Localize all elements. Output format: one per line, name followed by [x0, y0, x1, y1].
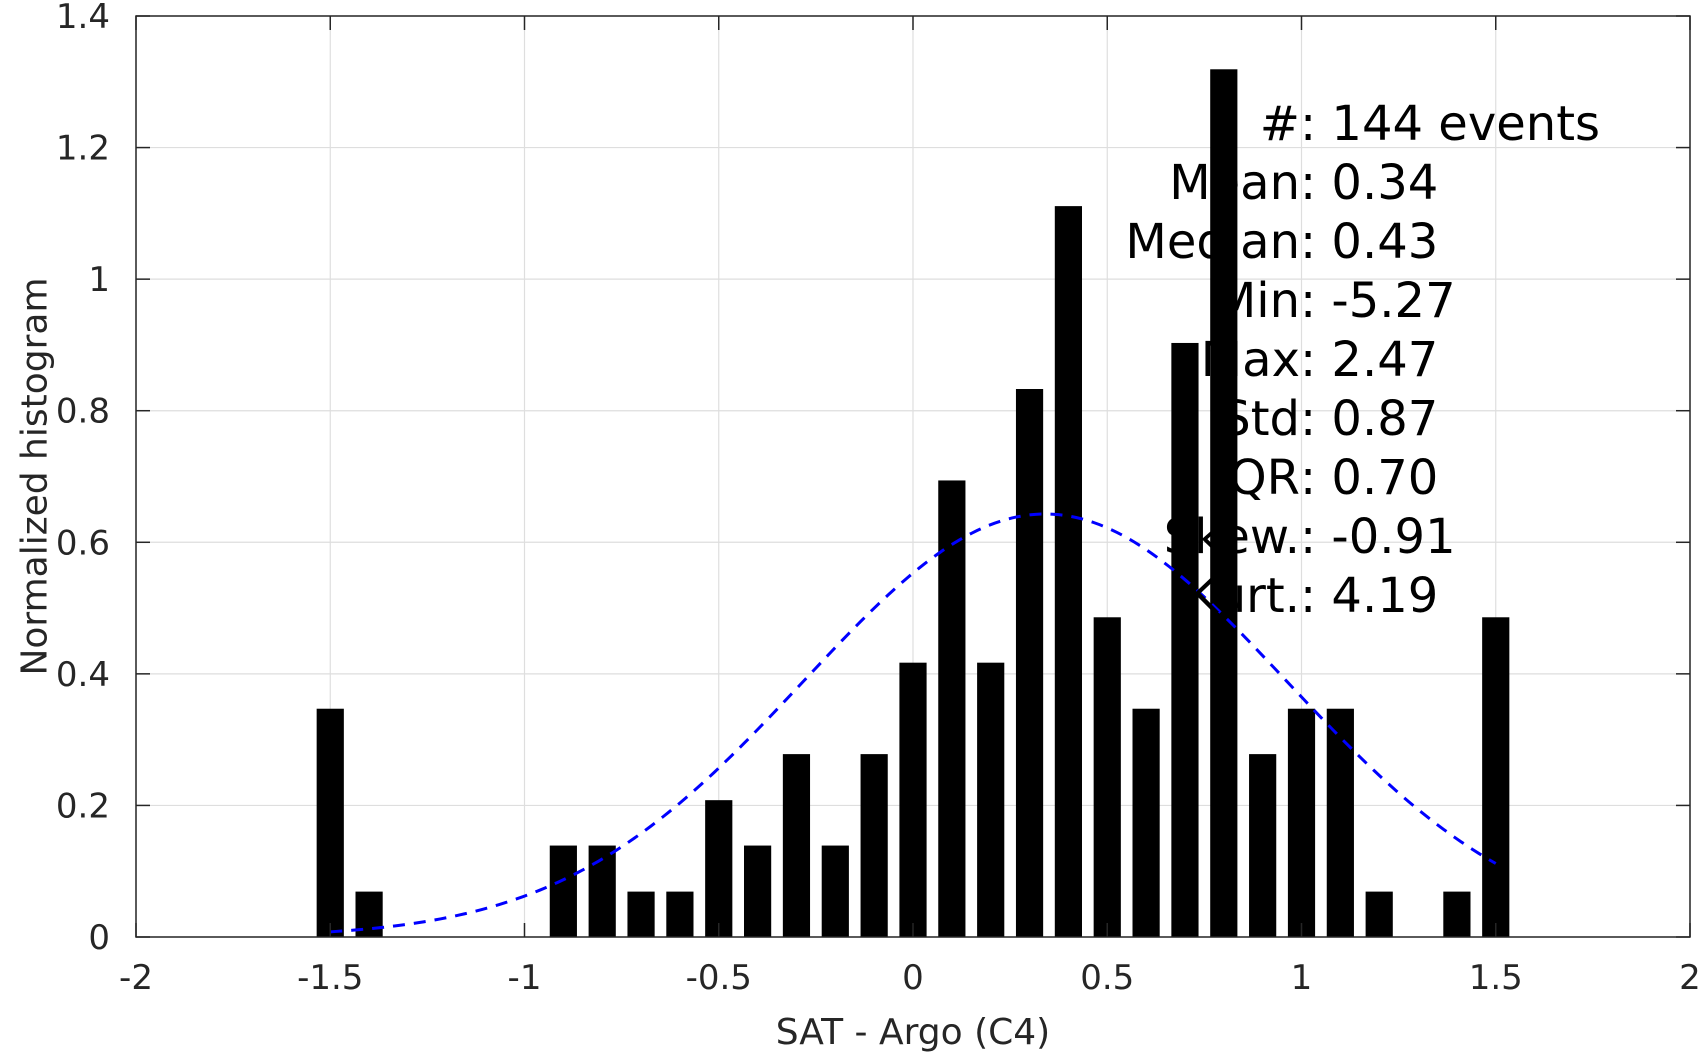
y-tick-label: 0.2	[56, 786, 110, 826]
x-axis-label: SAT - Argo (C4)	[776, 1012, 1050, 1053]
stats-value: : 0.70	[1300, 450, 1438, 506]
stats-label: Median	[1125, 214, 1300, 270]
stats-label: IQR	[1215, 450, 1300, 506]
histogram-bar	[1365, 891, 1393, 937]
histogram-bar	[1287, 708, 1316, 937]
stats-value: : 2.47	[1300, 332, 1438, 388]
y-tick-label: 1.4	[56, 0, 110, 37]
normal-fit-curve	[330, 512, 1497, 934]
histogram-bar	[1210, 69, 1238, 937]
histogram-bar	[1093, 617, 1121, 937]
stats-value: : -0.91	[1300, 509, 1456, 565]
stats-label: Mean	[1169, 155, 1300, 211]
y-tick-label: 0.6	[56, 523, 110, 563]
histogram-bar	[938, 480, 966, 937]
x-tick-label: 1.5	[1469, 958, 1523, 998]
histogram-bar	[860, 754, 888, 937]
x-tick-label: -1.5	[297, 958, 363, 998]
y-tick-label: 0.8	[56, 392, 110, 432]
histogram-bar	[1443, 891, 1471, 937]
axes: -2 -1.5 -1 -0.5 0 0.5 1 1.5 2 0 0.2 0.4 0.6 0.8 1 1.2 1.…	[56, 0, 1701, 998]
x-tick-label: 0	[902, 958, 924, 998]
stats-value: : 0.43	[1300, 214, 1438, 270]
stats-label: Kurt.	[1187, 568, 1300, 624]
histogram-bar	[549, 845, 577, 937]
x-tick-label: 0.5	[1080, 958, 1134, 998]
stats-label: Max	[1201, 332, 1300, 388]
histogram-bar	[782, 754, 811, 937]
y-axis-label: Normalized histogram	[15, 277, 56, 675]
histogram-bar	[1132, 708, 1160, 937]
histogram-bar	[1482, 617, 1510, 937]
x-tick-label: -0.5	[686, 958, 752, 998]
x-tick-label: -2	[119, 958, 153, 998]
y-tick-label: 0.4	[56, 655, 110, 695]
stats-value: : 0.34	[1300, 155, 1438, 211]
histogram-bar	[705, 800, 733, 937]
histogram-bar	[899, 662, 927, 937]
histogram-bar	[744, 845, 772, 937]
histogram-bar	[1249, 754, 1277, 937]
x-tick-label: 1	[1291, 958, 1313, 998]
stats-value: : -5.27	[1300, 273, 1456, 329]
bars	[316, 69, 1510, 938]
histogram-bar	[1015, 389, 1044, 937]
histogram-bar	[666, 891, 694, 937]
fit-curve-layer	[330, 512, 1497, 934]
y-tick-label: 1.2	[56, 129, 110, 169]
histogram-bar	[1054, 206, 1082, 937]
stats-value: : 4.19	[1300, 568, 1438, 624]
histogram-bar	[977, 662, 1005, 937]
histogram-bar	[627, 891, 655, 937]
histogram-bar	[588, 845, 616, 937]
stats-value: : 144 events	[1300, 96, 1600, 152]
histogram-bar	[821, 845, 849, 937]
stats-value: : 0.87	[1300, 391, 1438, 447]
stats-label: Skew.	[1164, 509, 1300, 565]
x-tick-label: -1	[508, 958, 542, 998]
y-tick-label: 0	[88, 918, 110, 958]
stats-label: Std	[1220, 391, 1300, 447]
stats-label: Min	[1215, 273, 1300, 329]
x-tick-label: 2	[1679, 958, 1701, 998]
histogram-bar	[1326, 708, 1354, 937]
histogram-bar	[1171, 342, 1199, 938]
stats-label: #	[1260, 96, 1300, 152]
histogram-bar	[316, 708, 344, 937]
y-tick-label: 1	[88, 260, 110, 300]
